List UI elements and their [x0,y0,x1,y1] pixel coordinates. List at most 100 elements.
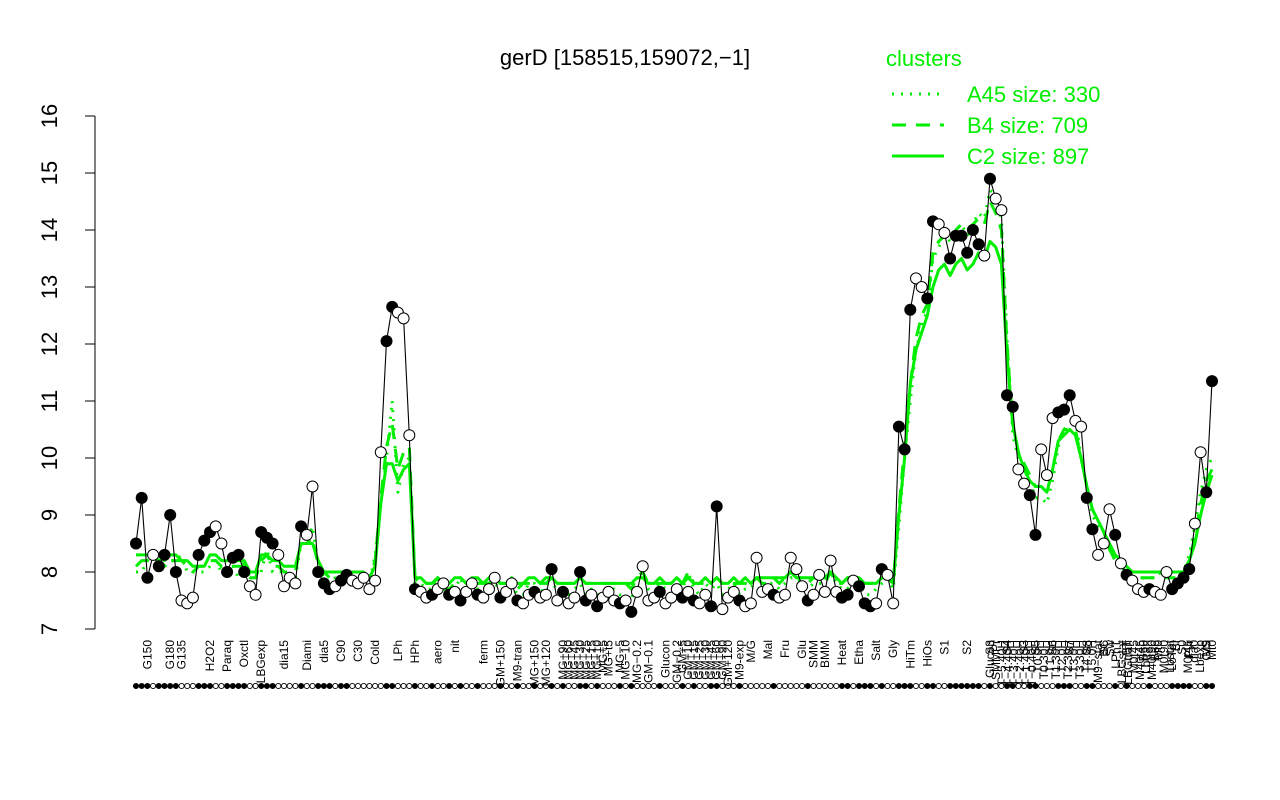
x-index-mark [673,682,680,690]
x-index-mark [605,682,612,690]
x-tick-label: S3 [983,640,997,655]
data-point [1063,389,1076,402]
x-index-mark [1157,682,1164,690]
data-point [300,528,313,541]
y-axis: 7 8 9 10 11 12 13 14 15 16 [37,104,96,635]
data-point [369,574,382,587]
x-index-mark [947,682,954,690]
data-point [539,588,552,601]
data-point [249,588,262,601]
x-index-mark [286,682,293,690]
x-tick-label: Lbexp [1193,640,1207,673]
x-index-mark [1117,682,1124,690]
x-index-mark [588,682,595,690]
x-index-mark [1003,682,1011,690]
x-index-mark [827,682,834,690]
x-tick-label: SMM [806,640,820,668]
x-index-mark [497,682,504,690]
x-index-mark [400,682,407,690]
cluster-line-dotted [136,188,1214,602]
data-point [705,600,717,613]
data-point [557,585,569,598]
x-index-mark [1089,682,1096,690]
x-tick-label: GM−0.2 [670,640,684,683]
x-index-mark [753,682,760,690]
x-index-mark [747,682,754,690]
x-index-mark [582,682,589,690]
x-index-mark [1134,682,1142,690]
x-index-mark [668,682,675,690]
data-point [636,560,649,573]
x-tick-label: Etha [852,640,866,665]
data-point [397,312,410,325]
data-point [1200,486,1213,499]
x-tick-label: LPhT [1109,639,1123,668]
x-index-mark [417,682,424,690]
data-point [995,204,1008,217]
x-tick-label: G/S [1199,640,1213,661]
data-point [619,594,632,607]
x-index-mark [241,682,248,690]
x-index-mark [838,682,845,690]
y-tick-label: 8 [37,566,62,578]
data-point [437,577,450,590]
data-point [545,563,558,576]
data-point [152,560,165,573]
x-tick-label: MG+45 [567,640,581,680]
data-point [1114,557,1127,570]
x-index-mark [440,682,447,690]
data-point [727,585,740,598]
x-index-mark [850,682,857,690]
x-index-mark [468,682,475,690]
x-index-mark [736,682,743,690]
x-tick-label: B36 [1148,640,1162,662]
data-point [574,566,587,578]
x-index-mark [229,682,236,690]
x-tick-label: HiTm [903,640,917,669]
data-point [568,591,581,604]
x-index-mark [952,682,959,690]
x-tick-label: T4.0H [1079,640,1093,673]
y-tick-label: 13 [37,275,62,299]
data-point [1177,571,1190,584]
data-point [898,443,911,456]
x-tick-label: GM+10 [681,640,695,680]
x-tick-label: GM+120 [721,640,735,687]
data-point [892,420,905,433]
x-index-mark [132,682,140,690]
x-index-mark [354,682,362,690]
x-index-mark [1197,682,1204,690]
x-index-mark [1152,682,1159,690]
data-point [1092,548,1105,561]
x-index-mark [372,682,379,690]
x-index-mark [924,682,931,690]
x-tick-label: Glucon [658,640,672,678]
sample-markers [130,172,1218,618]
x-index-mark [776,682,783,690]
data-point [1080,491,1093,504]
data-point [870,597,883,610]
x-index-mark [258,682,265,690]
data-point [693,597,706,610]
x-index-mark [633,682,641,690]
data-point [915,281,928,293]
x-tick-label: M9−stat [1091,639,1105,683]
x-index-mark [1055,682,1062,690]
x-tick-label: Mt0 [1151,640,1165,660]
x-index-mark [1146,682,1153,690]
x-index-mark [929,682,937,690]
x-index-mark [423,682,430,690]
x-index-mark [1112,682,1119,690]
x-index-mark [878,682,885,690]
x-tick-label: S4 [1000,640,1014,655]
x-index-mark [1100,682,1107,690]
x-index-mark [195,682,202,690]
sample-polyline [135,178,1213,614]
x-index-mark [246,682,253,690]
x-index-mark [161,682,168,690]
x-index-mark [554,682,561,690]
x-tick-label: S1 [937,640,951,655]
x-tick-label: M/G [744,640,758,663]
x-index-mark [1186,682,1193,690]
